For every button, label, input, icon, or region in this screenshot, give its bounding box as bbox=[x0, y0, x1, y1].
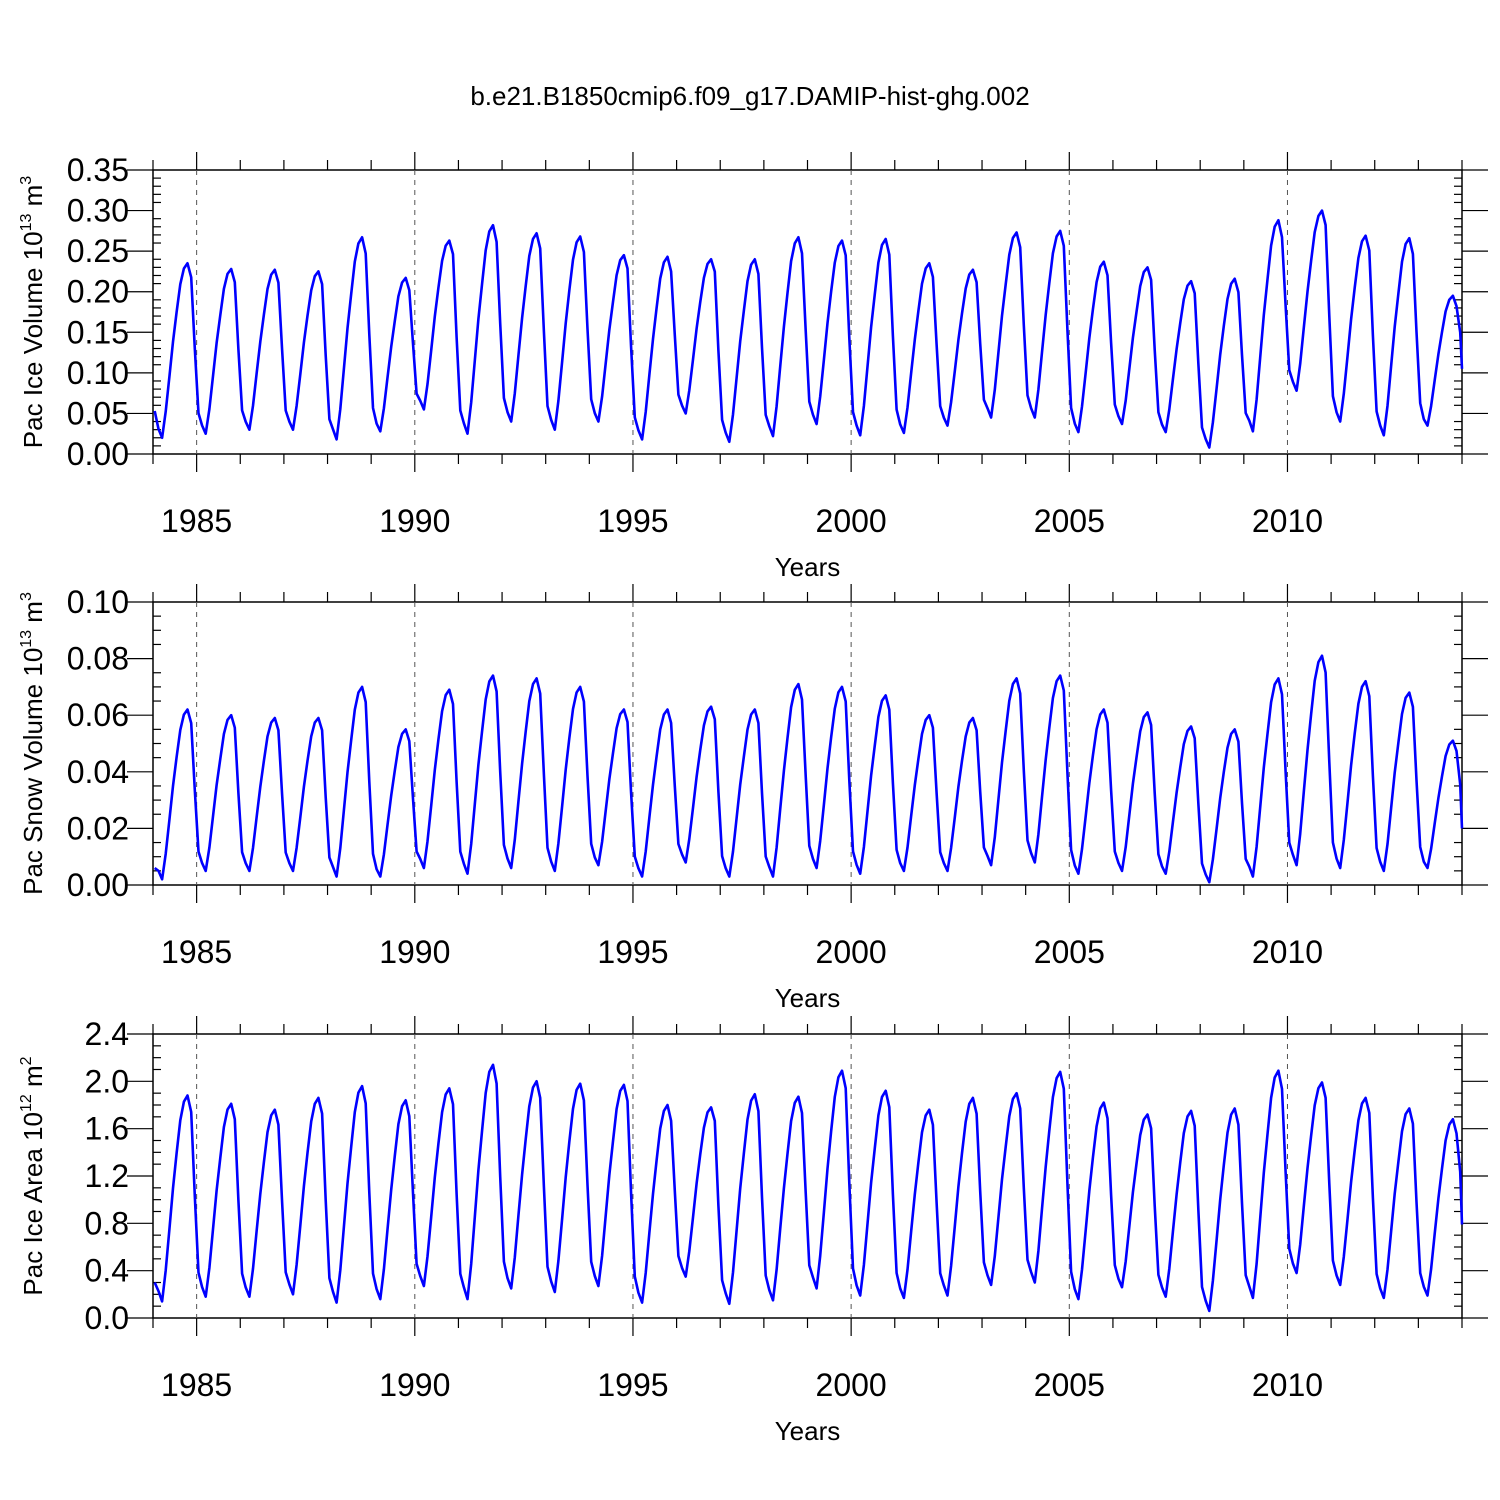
y-tick-label: 1.6 bbox=[85, 1111, 129, 1147]
series-line bbox=[153, 1063, 1464, 1313]
panel-ice-area: 1985 1990 1995 2000 2005 2010 0.0 0.4 0.8 1.2 1.6 2… bbox=[18, 1016, 1488, 1446]
y-tick-label: 0.0 bbox=[85, 1300, 129, 1336]
x-tick-label: 2010 bbox=[1252, 1367, 1323, 1403]
y-tick-label: 2.4 bbox=[85, 1016, 129, 1052]
y-tick-label: 0.00 bbox=[67, 436, 129, 472]
series-line bbox=[153, 209, 1464, 449]
chart-title: b.e21.B1850cmip6.f09_g17.DAMIP-hist-ghg.… bbox=[470, 81, 1029, 111]
series-line bbox=[153, 654, 1464, 884]
x-tick-label: 1995 bbox=[597, 1367, 668, 1403]
x-tick-label: 2000 bbox=[816, 1367, 887, 1403]
x-tick-label: 1990 bbox=[379, 1367, 450, 1403]
y-tick-label: 0.35 bbox=[67, 152, 129, 188]
y-tick-label: 0.4 bbox=[85, 1253, 129, 1289]
x-tick-label: 2005 bbox=[1034, 934, 1105, 970]
y-axis-title: Pac Snow Volume 1013 m3 bbox=[18, 592, 48, 895]
y-tick-label: 0.10 bbox=[67, 584, 129, 620]
x-tick-label: 2000 bbox=[816, 934, 887, 970]
y-tick-label: 0.02 bbox=[67, 810, 129, 846]
x-tick-label: 1990 bbox=[379, 934, 450, 970]
x-tick-label: 2005 bbox=[1034, 503, 1105, 539]
panel-snow-volume: 1985 1990 1995 2000 2005 2010 0.00 0.02 0.04 0.06… bbox=[18, 584, 1488, 1013]
x-tick-label: 1995 bbox=[597, 503, 668, 539]
x-axis-title: Years bbox=[775, 1416, 841, 1446]
x-axis-title: Years bbox=[775, 552, 841, 582]
y-tick-label: 0.15 bbox=[67, 314, 129, 350]
x-tick-label: 1985 bbox=[161, 503, 232, 539]
y-tick-label: 0.00 bbox=[67, 867, 129, 903]
y-tick-label: 0.04 bbox=[67, 754, 129, 790]
x-tick-label: 1985 bbox=[161, 1367, 232, 1403]
y-tick-label: 0.30 bbox=[67, 193, 129, 229]
x-tick-label: 1995 bbox=[597, 934, 668, 970]
y-axis-title: Pac Ice Volume 1013 m3 bbox=[18, 176, 48, 449]
y-axis-title: Pac Ice Area 1012 m2 bbox=[18, 1056, 48, 1295]
x-tick-label: 1985 bbox=[161, 934, 232, 970]
x-axis-title: Years bbox=[775, 983, 841, 1013]
y-tick-label: 0.05 bbox=[67, 395, 129, 431]
y-tick-label: 2.0 bbox=[85, 1063, 129, 1099]
x-tick-label: 2000 bbox=[816, 503, 887, 539]
x-tick-label: 2005 bbox=[1034, 1367, 1105, 1403]
x-tick-label: 2010 bbox=[1252, 934, 1323, 970]
x-tick-label: 1990 bbox=[379, 503, 450, 539]
y-tick-label: 0.10 bbox=[67, 355, 129, 391]
y-tick-label: 0.25 bbox=[67, 233, 129, 269]
x-tick-label: 2010 bbox=[1252, 503, 1323, 539]
y-tick-label: 0.06 bbox=[67, 697, 129, 733]
y-tick-label: 0.08 bbox=[67, 641, 129, 677]
panel-ice-volume: 1985 1990 1995 2000 2005 2010 0.00 0.05 0.10 0.15… bbox=[18, 152, 1488, 582]
y-tick-label: 0.8 bbox=[85, 1205, 129, 1241]
y-tick-label: 1.2 bbox=[85, 1158, 129, 1194]
y-tick-label: 0.20 bbox=[67, 274, 129, 310]
